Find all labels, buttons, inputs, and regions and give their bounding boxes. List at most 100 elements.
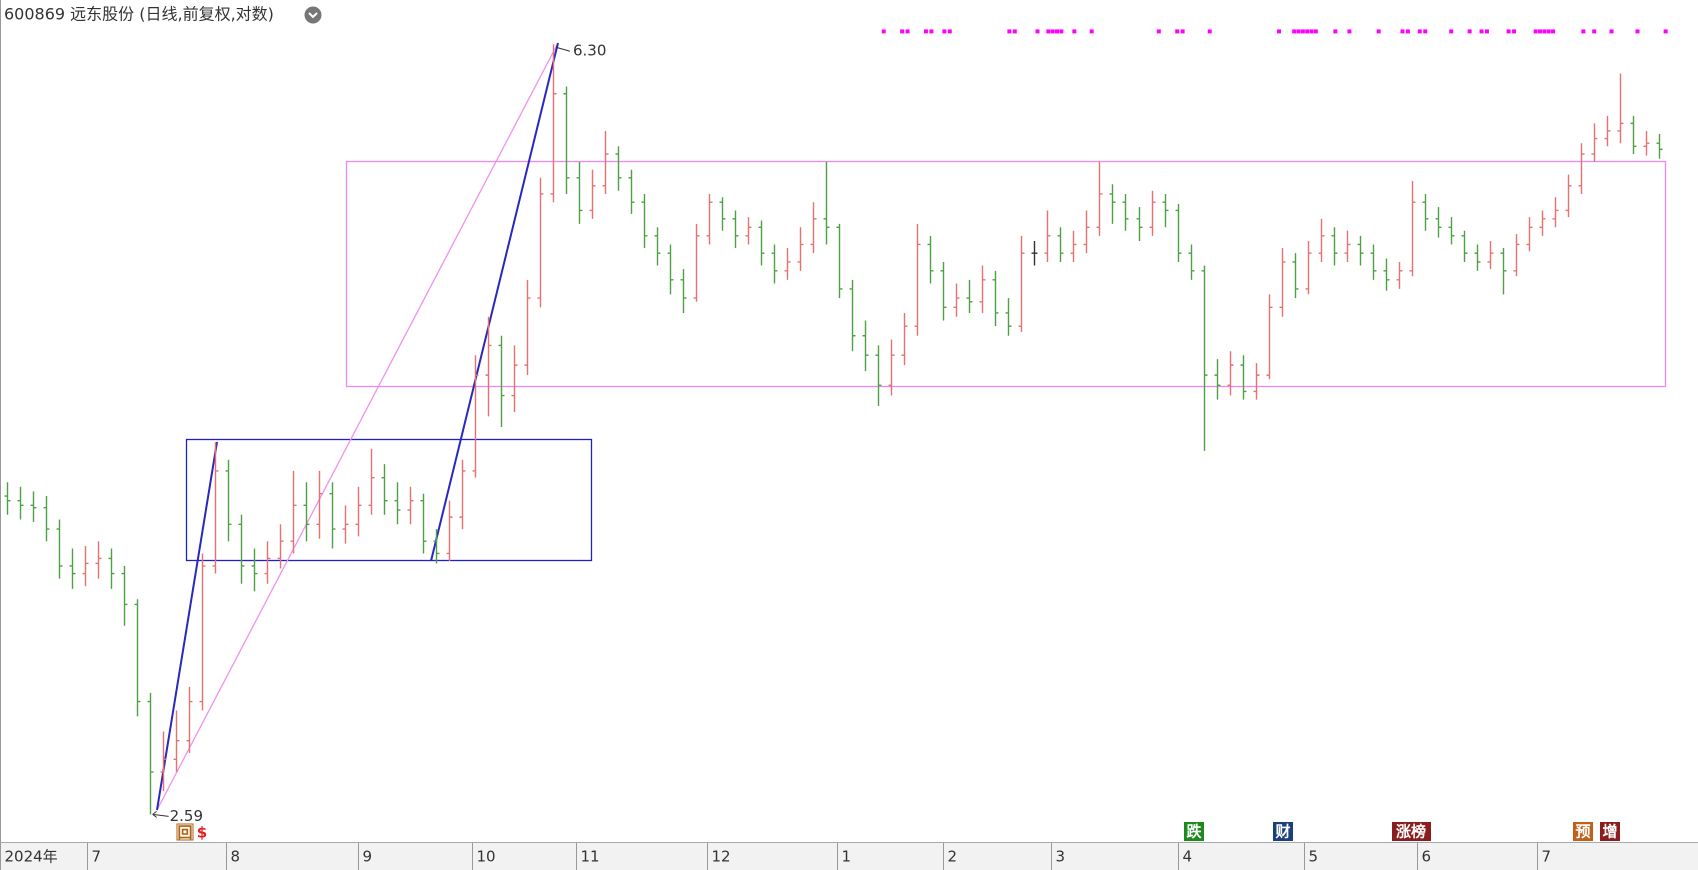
ohlc-bar xyxy=(745,217,752,245)
ohlc-bar xyxy=(30,491,37,522)
signal-dot xyxy=(905,29,910,34)
ohlc-bar xyxy=(1318,218,1325,262)
ohlc-bar xyxy=(56,519,63,579)
ohlc-bar xyxy=(758,220,765,266)
x-tick-label: 1 xyxy=(842,848,852,866)
marker-box[interactable] xyxy=(176,823,194,841)
event-markers[interactable]: 回 $ 跌 财 涨榜 预 增 xyxy=(176,822,1620,842)
ohlc-bar xyxy=(1266,294,1273,380)
marker-box[interactable] xyxy=(1184,822,1204,841)
ohlc-bar xyxy=(277,524,284,569)
ohlc-bar xyxy=(641,193,648,248)
chart-title: 600869 远东股份 (日线,前复权,对数) xyxy=(4,5,274,24)
ohlc-bar xyxy=(862,320,869,372)
ohlc-bar xyxy=(1656,133,1663,159)
ohlc-bar xyxy=(225,459,232,542)
marker-label[interactable]: 回 xyxy=(177,824,192,842)
ohlc-bar xyxy=(966,279,973,313)
ohlc-bar xyxy=(1552,197,1559,228)
signal-dot xyxy=(1581,29,1586,34)
ohlc-bar xyxy=(1162,193,1169,228)
consolidation-box xyxy=(345,160,1667,388)
ohlc-bar xyxy=(1214,359,1221,400)
ohlc-bar xyxy=(381,464,388,515)
marker-label[interactable]: 跌 xyxy=(1186,823,1202,841)
high-price-label: 6.30 xyxy=(573,42,606,60)
ohlc-bar xyxy=(1331,227,1338,266)
ohlc-bar xyxy=(1357,235,1364,266)
signal-dot xyxy=(1309,29,1314,34)
ohlc-bar xyxy=(1031,241,1038,266)
signal-dot xyxy=(1376,29,1381,34)
signal-dot xyxy=(1449,29,1454,34)
ohlc-bar xyxy=(316,470,323,539)
ohlc-bar xyxy=(940,261,947,321)
signal-dot xyxy=(1277,29,1282,34)
ohlc-bar xyxy=(1240,355,1247,400)
signal-dot xyxy=(923,29,928,34)
ohlc-bar xyxy=(1461,230,1468,262)
signal-dot xyxy=(1313,29,1318,34)
ohlc-bar xyxy=(823,161,830,245)
ohlc-bar xyxy=(446,500,453,561)
ohlc-bar xyxy=(1344,230,1351,262)
signal-dot xyxy=(1296,29,1301,34)
signal-dot xyxy=(1423,29,1428,34)
ohlc-bar xyxy=(589,169,596,219)
marker-label[interactable]: 涨榜 xyxy=(1396,823,1426,841)
ohlc-bar xyxy=(108,548,115,589)
ohlc-bar xyxy=(1096,161,1103,236)
ohlc-bar xyxy=(1526,217,1533,252)
ohlc-bar xyxy=(901,312,908,366)
consolidation-box xyxy=(185,438,593,562)
ohlc-bar xyxy=(1005,298,1012,336)
marker-box[interactable] xyxy=(1392,822,1431,841)
marker-box[interactable] xyxy=(1573,822,1593,841)
ohlc-bar xyxy=(1435,207,1442,238)
signal-dot xyxy=(1512,29,1517,34)
signal-dot xyxy=(1546,29,1551,34)
x-tick-label: 3 xyxy=(1056,848,1066,866)
ohlc-bar xyxy=(251,548,258,592)
ohlc-bar xyxy=(1188,244,1195,280)
x-axis: 2024年 7 8 9 10 11 12 1 2 3 4 5 6 7 xyxy=(0,843,1551,870)
ohlc-bar xyxy=(537,177,544,308)
x-tick-label: 2 xyxy=(948,848,958,866)
ohlc-bar xyxy=(1617,73,1624,144)
signal-dots xyxy=(881,29,1668,34)
ohlc-bar xyxy=(212,442,219,574)
marker-label[interactable]: 财 xyxy=(1275,823,1290,841)
ohlc-bar xyxy=(43,496,50,542)
marker-label[interactable]: 预 xyxy=(1575,823,1590,841)
marker-label[interactable]: $ xyxy=(197,824,207,842)
signal-dot xyxy=(1538,29,1543,34)
signal-dot xyxy=(1533,29,1538,34)
signal-dot xyxy=(1479,29,1484,34)
ohlc-bar xyxy=(1149,190,1156,236)
ohlc-bar xyxy=(472,355,479,478)
ohlc-bar xyxy=(914,223,921,336)
marker-label[interactable]: 增 xyxy=(1602,823,1617,841)
ohlc-bar xyxy=(173,710,180,772)
ohlc-bar xyxy=(1253,363,1260,400)
ohlc-bar xyxy=(524,279,531,376)
title-menu-icon[interactable] xyxy=(304,6,322,24)
signal-dot xyxy=(1156,29,1161,34)
ohlc-bar xyxy=(836,223,843,299)
ohlc-bar xyxy=(4,482,11,515)
ohlc-bar xyxy=(407,486,414,525)
signal-dot xyxy=(1292,29,1297,34)
marker-box[interactable] xyxy=(1600,822,1620,841)
ohlc-bar xyxy=(485,316,492,417)
ohlc-bar xyxy=(303,482,310,542)
ohlc-bar xyxy=(1383,258,1390,291)
ohlc-bar xyxy=(1057,227,1064,262)
marker-box[interactable] xyxy=(1273,822,1293,841)
ohlc-bar xyxy=(1018,235,1025,332)
signal-dot xyxy=(1007,29,1012,34)
ohlc-bar xyxy=(1083,210,1090,254)
ohlc-bar xyxy=(979,265,986,313)
ohlc-bar xyxy=(368,448,375,515)
signal-dot xyxy=(1207,29,1212,34)
